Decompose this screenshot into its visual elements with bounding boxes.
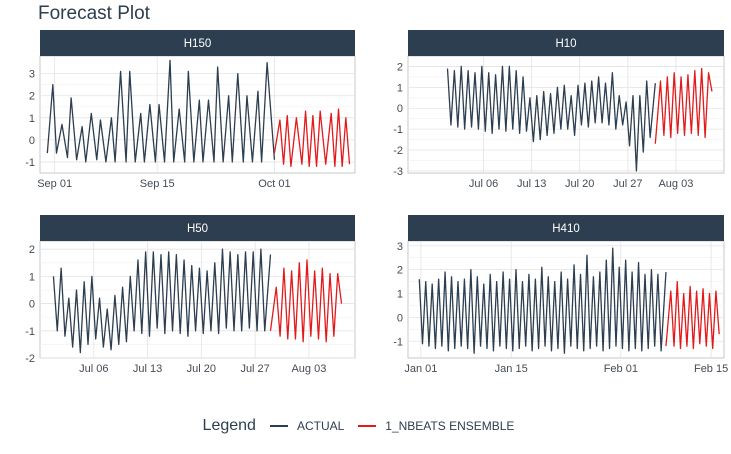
- legend-title: Legend: [202, 417, 256, 434]
- x-tick-label: Jan 15: [495, 363, 528, 375]
- strip-label-h410: H410: [552, 223, 580, 235]
- x-tick-label: Sep 01: [37, 178, 72, 190]
- y-tick-label: -1: [393, 336, 403, 348]
- y-tick-label: 3: [397, 241, 403, 253]
- x-tick-label: Oct 01: [258, 178, 290, 190]
- y-tick-label: 2: [29, 244, 35, 256]
- series-actual-h150: [46, 59, 276, 163]
- strip-h50: [40, 215, 355, 241]
- x-tick-label: Feb 15: [694, 363, 728, 375]
- legend-swatch-forecast: [358, 425, 377, 427]
- legend-label-actual: ACTUAL: [296, 419, 345, 433]
- legend-label-forecast: 1_NBEATS ENSEMBLE: [385, 419, 515, 433]
- series-actual-h10: [446, 65, 656, 172]
- y-tick-label: 0: [397, 103, 403, 115]
- strip-h10: [408, 30, 724, 56]
- x-tick-label: Jul 27: [240, 363, 269, 375]
- y-tick-label: -1: [393, 124, 403, 136]
- y-tick-label: -1: [25, 326, 35, 338]
- x-tick-label: Jan 01: [404, 363, 437, 375]
- y-tick-label: 2: [397, 265, 403, 277]
- y-tick-label: -1: [25, 157, 35, 169]
- y-tick-label: 1: [29, 113, 35, 125]
- y-tick-label: 3: [29, 69, 35, 81]
- x-tick-label: Jul 20: [187, 363, 216, 375]
- y-tick-label: 0: [397, 312, 403, 324]
- x-tick-label: Jul 20: [565, 178, 594, 190]
- y-tick-label: -3: [393, 166, 403, 178]
- y-tick-label: 1: [29, 271, 35, 283]
- strip-label-h150: H150: [184, 38, 212, 50]
- y-tick-label: -2: [393, 145, 403, 157]
- x-tick-label: Feb 01: [604, 363, 638, 375]
- y-tick-label: 0: [29, 299, 35, 311]
- legend: Legend ACTUAL 1_NBEATS ENSEMBLE: [0, 414, 731, 438]
- legend-entry-forecast: 1_NBEATS ENSEMBLE: [358, 419, 514, 433]
- strip-label-h10: H10: [555, 38, 576, 50]
- y-tick-label: 2: [29, 91, 35, 103]
- x-tick-label: Jul 13: [517, 178, 546, 190]
- x-tick-label: Aug 03: [291, 363, 326, 375]
- series-forecast-h10: [654, 67, 713, 144]
- x-tick-label: Jul 06: [79, 363, 108, 375]
- x-tick-label: Jul 13: [133, 363, 162, 375]
- series-forecast-h50: [269, 259, 343, 343]
- x-tick-label: Sep 15: [140, 178, 175, 190]
- x-tick-label: Jul 06: [469, 178, 498, 190]
- strip-label-h50: H50: [187, 223, 208, 235]
- series-actual-h410: [418, 247, 667, 354]
- page-title: Forecast Plot: [38, 3, 150, 24]
- strip-h150: [40, 30, 355, 56]
- y-tick-label: -2: [25, 353, 35, 365]
- y-tick-label: 0: [29, 135, 35, 147]
- y-tick-label: 1: [397, 289, 403, 301]
- x-tick-label: Aug 03: [658, 178, 693, 190]
- strip-h410: [408, 215, 724, 241]
- legend-swatch-actual: [269, 425, 288, 427]
- legend-entry-actual: ACTUAL: [269, 419, 345, 433]
- series-forecast-h410: [665, 280, 720, 350]
- x-tick-label: Jul 27: [613, 178, 642, 190]
- y-tick-label: 1: [397, 82, 403, 94]
- series-forecast-h150: [273, 108, 351, 168]
- series-actual-h50: [52, 248, 272, 354]
- y-tick-label: 2: [397, 61, 403, 73]
